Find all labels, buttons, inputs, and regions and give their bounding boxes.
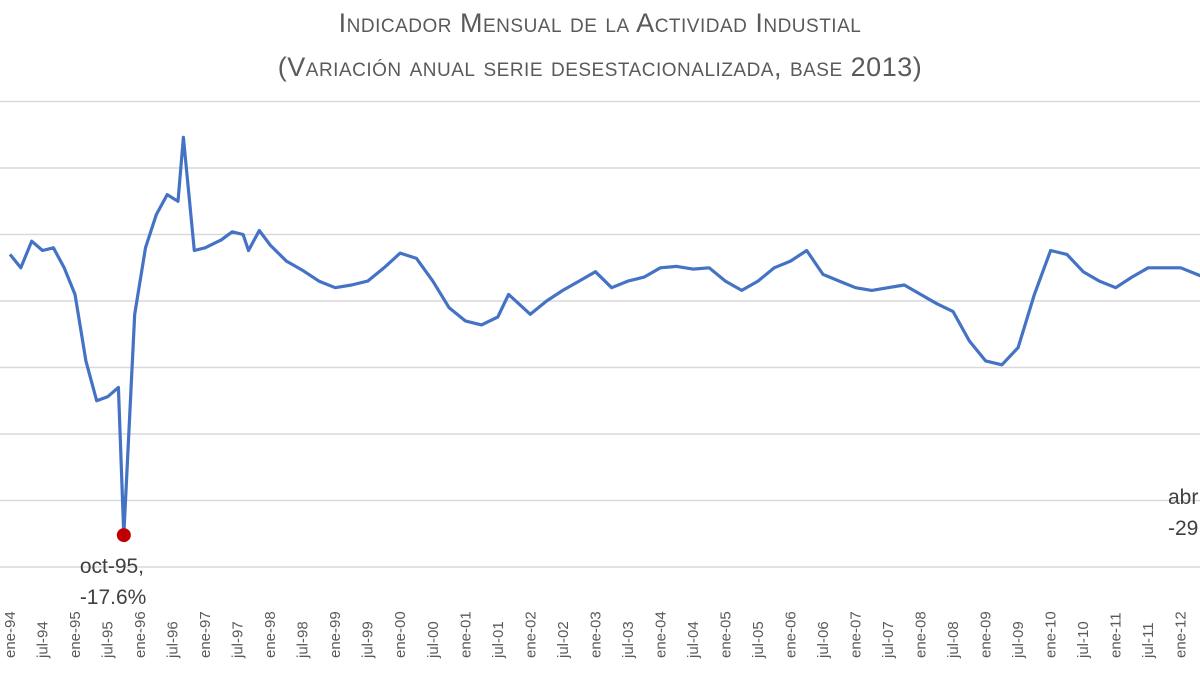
x-tick-label: jul-02: [555, 621, 572, 659]
x-tick-label: jul-97: [230, 621, 247, 659]
annotation-right-line2: -29: [1168, 517, 1199, 540]
x-tick-label: ene-05: [717, 611, 734, 658]
x-tick-label: ene-12: [1173, 611, 1190, 658]
x-axis-tick-labels: ene-94 jul-94 ene-95 jul-95 ene-96 jul-96 ene-…: [2, 611, 1190, 659]
x-tick-label: ene-95: [67, 611, 84, 658]
x-tick-label: jul-06: [815, 621, 832, 659]
x-tick-label: ene-00: [392, 611, 409, 658]
x-tick-label: jul-04: [685, 621, 702, 659]
x-tick-label: ene-96: [132, 611, 149, 658]
x-tick-label: ene-10: [1043, 611, 1060, 658]
x-tick-label: ene-01: [457, 611, 474, 658]
x-tick-label: jul-00: [425, 621, 442, 659]
x-tick-label: ene-02: [522, 611, 539, 658]
x-tick-label: ene-06: [783, 611, 800, 658]
x-tick-label: jul-99: [360, 621, 377, 659]
x-tick-label: jul-96: [165, 621, 182, 659]
gridlines: [0, 100, 1200, 568]
annotation-min-line2: -17.6%: [79, 586, 147, 610]
x-tick-label: ene-04: [652, 611, 669, 658]
x-tick-label: ene-08: [913, 611, 930, 658]
annotation-min-line1: oct-95,: [79, 555, 145, 579]
x-tick-label: jul-94: [35, 621, 52, 659]
annotation-min-label: oct-95, -17.6%: [80, 551, 147, 613]
x-tick-label: ene-99: [327, 611, 344, 658]
chart-subtitle: (Variación anual serie desestacionalizad…: [277, 52, 923, 82]
x-tick-label: jul-03: [620, 621, 637, 659]
x-tick-label: jul-09: [1010, 621, 1027, 659]
x-tick-label: jul-07: [880, 621, 897, 659]
x-tick-label: jul-01: [490, 621, 507, 659]
marker-layer: [116, 528, 131, 543]
x-tick-label: ene-09: [978, 611, 995, 658]
x-tick-label: jul-95: [100, 621, 117, 659]
min-point-marker: [116, 528, 131, 543]
x-tick-label: ene-07: [848, 611, 865, 658]
x-tick-label: ene-11: [1108, 612, 1125, 658]
x-tick-label: jul-11: [1140, 622, 1157, 659]
chart-title: Indicador Mensual de la Actividad Indust…: [338, 8, 862, 38]
x-tick-label: ene-94: [2, 611, 19, 658]
x-tick-label: jul-05: [750, 621, 767, 659]
x-tick-label: jul-10: [1075, 621, 1092, 659]
annotation-right-label: abr -29: [1168, 482, 1198, 544]
x-tick-label: ene-98: [262, 611, 279, 658]
x-tick-label: jul-98: [295, 621, 312, 659]
annotation-right-line1: abr: [1168, 486, 1199, 509]
series-layer: [8, 135, 1200, 537]
x-tick-label: jul-08: [945, 621, 962, 659]
x-tick-label: ene-97: [197, 611, 214, 658]
series-line: [8, 135, 1200, 537]
x-tick-label: ene-03: [587, 611, 604, 658]
